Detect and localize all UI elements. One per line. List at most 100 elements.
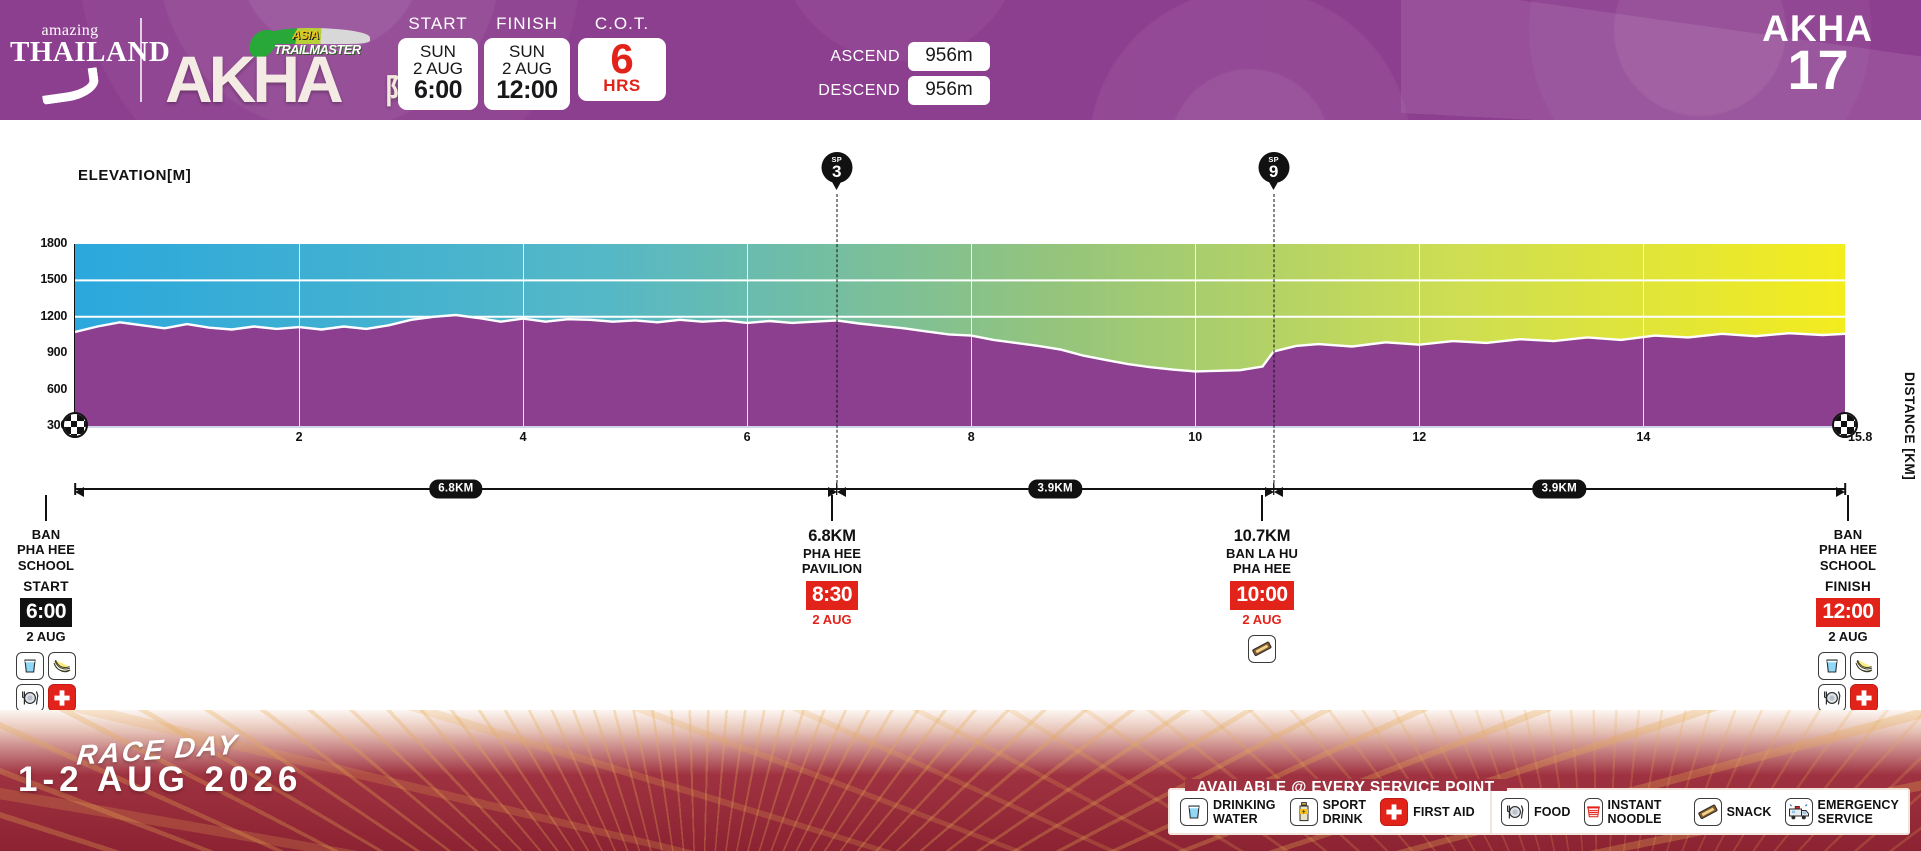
y-tick-label: 900 [47,345,67,360]
elevation-area [75,315,1845,426]
segment-arrow-icon [1273,484,1283,497]
banana-icon [48,651,76,680]
service-point-marker-3[interactable]: SP 3 [821,152,853,190]
start-box: SUN 2 AUG 6:00 [398,38,478,111]
first-aid-icon [1850,683,1878,712]
amazing-thailand-logo: amazing THAILAND [10,22,170,105]
x-tick-label: 10 [1188,430,1203,444]
drinking-water-icon [1818,651,1846,680]
segment-distance-chip: 6.8KM [429,479,483,499]
station-km: 10.7KM [1233,527,1291,545]
finish-date: 2 AUG [501,59,553,79]
finish-day: SUN [509,42,545,61]
x-gridline [299,244,301,426]
y-tick-label: 600 [47,381,67,396]
sp-number: 9 [1268,161,1279,181]
pin-tail-icon [831,181,842,190]
sp-badge: SP 9 [1258,152,1290,183]
station-connector [1847,495,1849,521]
sp-label: SP [1268,155,1279,164]
start-flag-icon [62,412,88,438]
legend-label: DRINKING WATER [1213,797,1276,826]
legend-label: SNACK [1726,804,1772,819]
segment-arrow-icon [827,484,837,497]
pin-tail-icon [1268,181,1279,190]
legend-item: FOOD [1501,797,1571,826]
segment-endpoint-tick [1272,483,1275,495]
footer-bar: RACE DAY 1-2 AUG 2026 [0,710,1921,851]
sp-guide-line [1273,194,1275,488]
sp-number: 3 [832,161,842,181]
descend-label: DESCEND [818,81,900,99]
segment-distance-bar: 6.8KM 3.9KM 3.9KM [0,479,1921,499]
sp-guide-line [836,194,838,488]
segment-endpoint-tick [74,483,76,495]
cot-unit: HRS [603,75,641,95]
descend-value: 956m [908,76,990,105]
station-name: BAN PHA HEE SCHOOL [1818,527,1877,573]
station-date: 2 AUG [26,628,66,644]
elevation-profile-svg [75,244,1845,426]
finish-time: 12:00 [496,75,558,104]
cot-label: C.O.T. [594,14,650,33]
swoosh-icon [268,28,370,44]
x-gridline [1419,244,1421,426]
sp-label: SP [831,155,843,164]
drinking-water-icon [1180,797,1208,826]
x-gridline [747,244,749,426]
segment-endpoint-tick [835,483,838,495]
y-axis-ticks: 1800 1500 1200 900 600 300 [0,120,75,710]
atm-asia-text: ASIA [292,28,320,42]
segment-distance-chip: 3.9KM [1532,479,1587,499]
first-aid-icon [1380,797,1409,826]
x-tick-label: 8 [967,430,975,444]
header-divider [140,18,142,102]
legend-item: INSTANT NOODLE [1583,797,1681,826]
food-icon [1501,797,1529,826]
legend-item: DRINKING WATER [1180,797,1276,826]
y-tick-label: 1500 [40,272,67,287]
start-info: START SUN 2 AUG 6:00 [398,14,478,111]
instant-noodle-icon [1583,797,1603,826]
station-date: 2 AUG [812,611,852,627]
x-axis-title: DISTANCE [KM] [1902,372,1917,481]
chart-title: ELEVATION[M] [78,167,192,184]
header-bar: amazing THAILAND ASIA TRAILMASTER AKHA 阿… [0,0,1921,120]
station-date: 2 AUG [1242,611,1282,627]
cot-box: 6 HRS [578,38,666,101]
first-aid-icon [48,683,76,712]
segment-arrow-icon [1264,484,1274,497]
ascend-label: ASCEND [830,47,900,65]
elevation-line [75,313,1845,373]
sp-badge: SP 3 [821,152,853,183]
x-tick-label: 2 [295,430,303,444]
station-tag: FINISH [1824,578,1872,594]
snack-icon [1248,634,1276,663]
station-cutoff-time: 10:00 [1230,580,1294,610]
race-day-date: 1-2 AUG 2026 [18,760,303,799]
station-name: BAN PHA HEE SCHOOL [16,527,75,573]
legend-label: EMERGENCY SERVICE [1817,797,1899,826]
service-point-marker-9[interactable]: SP 9 [1258,152,1290,190]
station-services [1202,634,1322,663]
x-gridline [971,244,973,426]
x-gridline [1643,244,1645,426]
banana-icon [1850,651,1878,680]
start-label: START [408,14,468,33]
drinking-water-icon [16,651,44,680]
y-tick-label: 1800 [40,236,67,250]
asia-trail-master-logo: ASIA TRAILMASTER [247,28,370,60]
petal-fan-decoration [1401,0,1921,120]
station-name: PHA HEE PAVILION [801,546,863,577]
station-km: 6.8KM [808,527,856,545]
start-day: SUN [420,42,456,61]
ascend-value: 956m [908,42,990,71]
thailand-smile-icon [39,67,101,105]
x-axis-line [75,426,1845,428]
legend-item: SPORT DRINK [1289,797,1367,826]
descend-row: DESCEND 956m [795,76,990,105]
elevation-plot-area [75,244,1845,426]
station-cutoff-time: 12:00 [1816,597,1880,627]
legend-item: EMERGENCY SERVICE [1784,797,1899,826]
